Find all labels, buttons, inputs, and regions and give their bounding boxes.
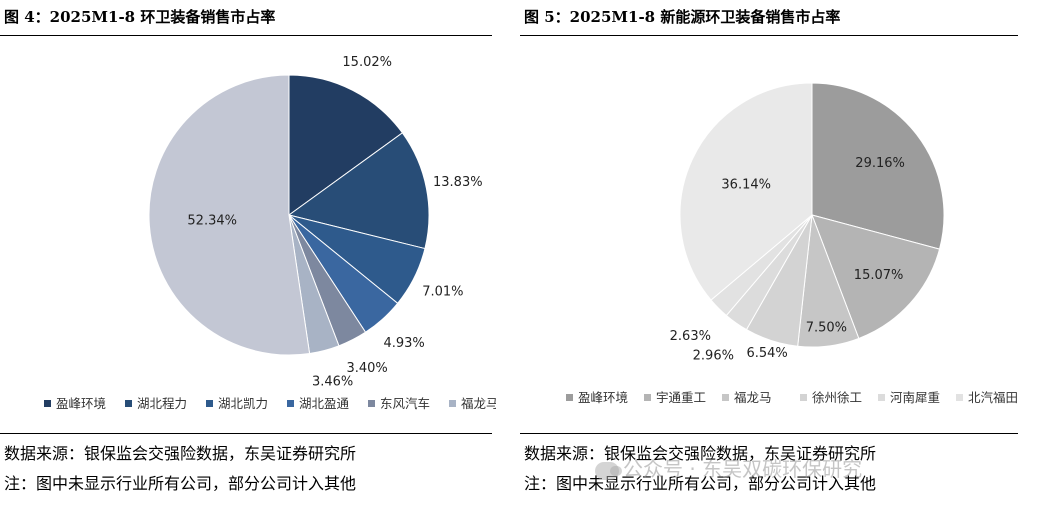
source-rule — [520, 433, 1018, 434]
legend-swatch — [368, 400, 375, 407]
legend-entry: 东风汽车 — [380, 396, 430, 411]
pie-slice — [811, 82, 945, 250]
source-rule — [0, 433, 492, 434]
legend-entry: 北汽福田 — [968, 390, 1018, 405]
pie-chart-sanitation-equipment: 15.02% 13.83% 7.01% 4.93% 3.40%3.46% 52.34% 盈峰… — [44, 55, 496, 411]
data-source: 数据来源：银保监会交强险数据，东吴证券研究所 — [4, 444, 357, 463]
legend-entry: 盈峰环境 — [578, 390, 628, 405]
data-label: 29.16% — [855, 156, 905, 171]
figure-title: 图 4：2025M1-8 环卫装备销售市占率 — [4, 8, 276, 26]
legend-swatch — [449, 400, 456, 407]
legend-swatch — [566, 394, 573, 401]
data-label: 4.93% — [383, 336, 424, 351]
legend-swatch — [722, 394, 729, 401]
data-label: 36.14% — [721, 177, 771, 192]
data-label: 15.02% — [342, 55, 392, 70]
legend-entry: 福龙马 — [734, 390, 772, 405]
title-rule — [520, 35, 1018, 36]
legend-swatch — [287, 400, 294, 407]
legend-swatch — [878, 394, 885, 401]
wechat-icon — [595, 461, 622, 480]
legend-entry: 宇通重工 — [656, 390, 706, 405]
legend-swatch — [800, 394, 807, 401]
legend-swatch — [44, 400, 51, 407]
figure-title: 图 5：2025M1-8 新能源环卫装备销售市占率 — [524, 8, 841, 26]
legend-swatch — [206, 400, 213, 407]
chart-panel-left: 图 4：2025M1-8 环卫装备销售市占率 15.02% 13.83% 7.01%… — [0, 0, 496, 508]
pie-slice — [811, 214, 941, 340]
data-label: 15.07% — [854, 268, 904, 283]
legend-entry: 湖北程力 — [137, 396, 187, 411]
data-label: 3.40% — [346, 361, 387, 376]
legend-entry: 徐州徐工 — [812, 390, 862, 405]
chart-panel-right: 图 5：2025M1-8 新能源环卫装备销售市占率 29.16% 15.07% 7.… — [520, 0, 1039, 508]
watermark-text: 公众号 · 东吴双碳环保研究 — [623, 457, 863, 481]
title-rule — [0, 35, 492, 36]
pie-slice — [679, 82, 813, 301]
legend-entry: 福龙马 — [461, 396, 496, 411]
legend-swatch — [125, 400, 132, 407]
pie-slice — [287, 132, 430, 250]
footnote: 注：图中未显示行业所有公司，部分公司计入其他 — [4, 474, 357, 493]
data-label: 3.46% — [312, 374, 353, 389]
legend-entry: 湖北凯力 — [218, 396, 268, 411]
pie-slice — [148, 74, 311, 356]
data-label: 52.34% — [187, 214, 237, 229]
data-label: 2.96% — [693, 348, 734, 363]
legend-entry: 盈峰环境 — [56, 396, 106, 411]
pie-slice — [288, 74, 404, 216]
data-label: 7.50% — [806, 321, 847, 336]
legend-swatch — [644, 394, 651, 401]
pie-chart-new-energy-sanitation-equipment: 29.16% 15.07% 7.50% 6.54% 2.96% 2.63% 36.14% 盈峰… — [566, 82, 1018, 405]
data-label: 6.54% — [746, 346, 787, 361]
legend-entry: 湖北盈通 — [299, 396, 350, 411]
data-label: 13.83% — [433, 175, 483, 190]
data-source: 数据来源：银保监会交强险数据，东吴证券研究所 — [524, 444, 877, 463]
legend-swatch — [956, 394, 963, 401]
data-label: 7.01% — [422, 285, 463, 300]
watermark: 公众号 · 东吴双碳环保研究 — [595, 453, 862, 482]
legend-entry: 河南犀重 — [890, 390, 940, 405]
data-label: 2.63% — [670, 329, 711, 344]
